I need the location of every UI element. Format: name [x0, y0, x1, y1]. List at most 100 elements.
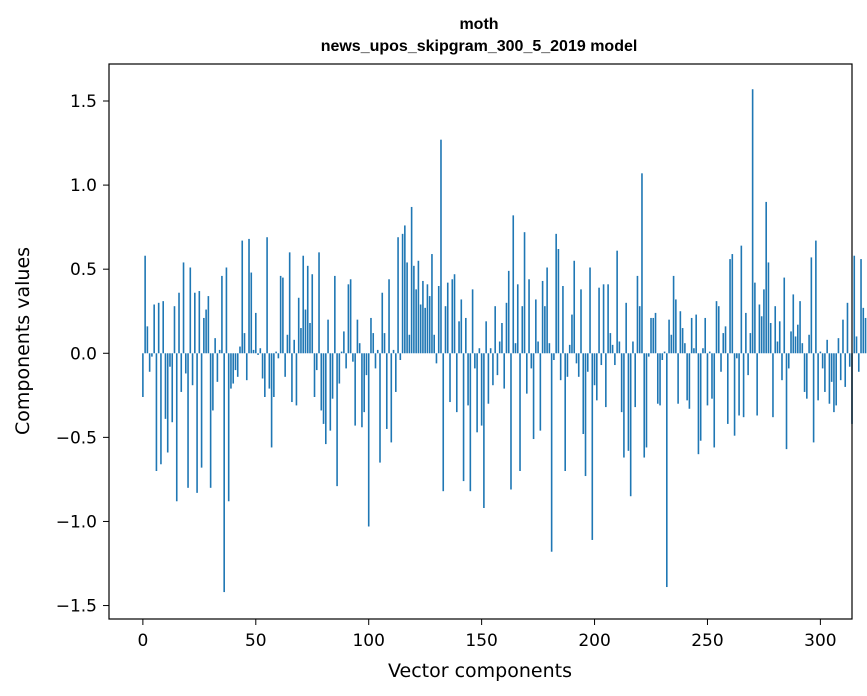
bar-291 — [799, 301, 801, 354]
bar-72 — [304, 309, 307, 354]
bar-65 — [288, 252, 291, 354]
bar-154 — [489, 348, 492, 354]
bar-252 — [711, 353, 713, 399]
bar-40 — [232, 353, 235, 384]
bar-217 — [632, 341, 634, 354]
bar-21 — [189, 267, 192, 354]
bar-54 — [264, 353, 266, 397]
bar-146 — [471, 289, 474, 354]
bar-107 — [383, 333, 386, 354]
bar-216 — [629, 353, 632, 497]
bar-220 — [638, 306, 641, 354]
bar-50 — [254, 312, 257, 354]
bar-221 — [641, 173, 643, 354]
bar-136 — [449, 353, 451, 403]
bar-255 — [717, 306, 720, 354]
bar-308 — [837, 338, 840, 354]
bar-201 — [596, 353, 598, 401]
bar-60 — [277, 353, 280, 359]
bar-207 — [609, 333, 612, 354]
bar-185 — [559, 353, 562, 381]
bar-191 — [573, 260, 576, 354]
bar-118 — [408, 334, 411, 354]
bar-45 — [243, 333, 246, 354]
bar-295 — [808, 334, 810, 354]
bar-113 — [397, 237, 399, 354]
bar-36 — [223, 353, 225, 593]
bar-235 — [672, 275, 675, 354]
bar-101 — [370, 317, 372, 354]
bar-253 — [713, 353, 716, 448]
bar-192 — [575, 353, 578, 364]
bar-236 — [675, 299, 677, 354]
bar-292 — [801, 343, 804, 354]
y-tick-label: −0.5 — [56, 428, 97, 448]
bar-127 — [428, 296, 431, 354]
bar-81 — [325, 353, 327, 445]
bar-70 — [300, 328, 302, 354]
bar-91 — [347, 284, 350, 354]
bar-239 — [681, 328, 684, 354]
bar-31 — [212, 353, 214, 411]
bar-106 — [381, 292, 384, 354]
bar-222 — [643, 353, 646, 458]
bar-250 — [706, 353, 709, 406]
bar-263 — [736, 353, 738, 359]
bar-0 — [142, 353, 144, 397]
bar-270 — [751, 89, 754, 354]
bar-224 — [647, 353, 650, 357]
bar-14 — [173, 306, 176, 354]
bar-17 — [180, 353, 183, 392]
bar-286 — [787, 353, 790, 369]
bar-285 — [785, 353, 788, 450]
bar-175 — [537, 341, 539, 354]
bar-281 — [776, 341, 779, 354]
bar-297 — [812, 353, 815, 443]
chart-title-line-2: news_upos_skipgram_300_5_2019 model — [321, 38, 638, 55]
bar-22 — [191, 353, 194, 386]
y-axis-label: Components values — [12, 247, 34, 435]
bar-229 — [659, 353, 661, 406]
bar-156 — [494, 306, 496, 354]
bar-293 — [803, 353, 806, 392]
bar-135 — [446, 282, 449, 354]
bar-2 — [146, 326, 149, 354]
bar-39 — [230, 353, 232, 389]
bar-190 — [571, 314, 573, 354]
bar-87 — [338, 353, 341, 384]
bar-246 — [697, 353, 700, 455]
bar-7 — [157, 302, 160, 354]
bar-161 — [505, 302, 508, 354]
bar-225 — [650, 317, 652, 354]
bar-95 — [356, 319, 359, 354]
x-tick-label: 250 — [691, 631, 723, 651]
bar-19 — [184, 353, 187, 374]
bar-254 — [715, 301, 718, 354]
bar-244 — [693, 348, 695, 354]
bar-33 — [216, 353, 219, 382]
bar-131 — [437, 286, 440, 354]
bar-15 — [175, 353, 178, 502]
bar-85 — [334, 275, 336, 354]
bar-84 — [331, 353, 334, 399]
bar-233 — [668, 319, 670, 354]
bar-82 — [327, 319, 329, 354]
bar-102 — [372, 333, 375, 354]
bar-301 — [821, 353, 824, 369]
bar-88 — [340, 351, 343, 354]
bar-52 — [259, 348, 262, 354]
bar-317 — [857, 353, 860, 372]
bar-300 — [819, 351, 822, 354]
bar-284 — [783, 277, 786, 354]
bar-138 — [453, 274, 456, 354]
bar-196 — [584, 353, 587, 477]
bar-289 — [794, 336, 797, 354]
bar-306 — [833, 353, 835, 413]
y-tick-label: −1.5 — [56, 597, 97, 617]
bar-155 — [492, 353, 494, 386]
bar-18 — [182, 262, 185, 354]
bar-174 — [535, 299, 537, 354]
bar-309 — [839, 353, 842, 381]
bar-16 — [178, 292, 180, 354]
bar-99 — [365, 353, 368, 376]
